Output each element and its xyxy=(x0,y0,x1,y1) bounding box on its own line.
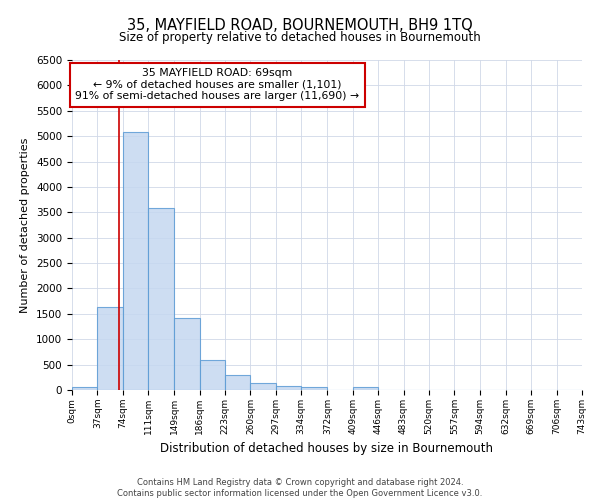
Bar xyxy=(174,318,200,390)
Bar xyxy=(123,132,148,390)
Text: Contains HM Land Registry data © Crown copyright and database right 2024.
Contai: Contains HM Land Registry data © Crown c… xyxy=(118,478,482,498)
Y-axis label: Number of detached properties: Number of detached properties xyxy=(20,138,31,312)
Bar xyxy=(72,387,97,390)
Text: 35, MAYFIELD ROAD, BOURNEMOUTH, BH9 1TQ: 35, MAYFIELD ROAD, BOURNEMOUTH, BH9 1TQ xyxy=(127,18,473,32)
Bar xyxy=(200,360,225,390)
Bar xyxy=(225,375,250,390)
Text: 35 MAYFIELD ROAD: 69sqm
← 9% of detached houses are smaller (1,101)
91% of semi-: 35 MAYFIELD ROAD: 69sqm ← 9% of detached… xyxy=(75,68,359,102)
Bar xyxy=(353,388,378,390)
Bar xyxy=(276,386,301,390)
X-axis label: Distribution of detached houses by size in Bournemouth: Distribution of detached houses by size … xyxy=(161,442,493,456)
Bar xyxy=(97,307,123,390)
Text: Size of property relative to detached houses in Bournemouth: Size of property relative to detached ho… xyxy=(119,31,481,44)
Bar xyxy=(148,208,174,390)
Bar xyxy=(301,388,328,390)
Bar xyxy=(250,383,276,390)
